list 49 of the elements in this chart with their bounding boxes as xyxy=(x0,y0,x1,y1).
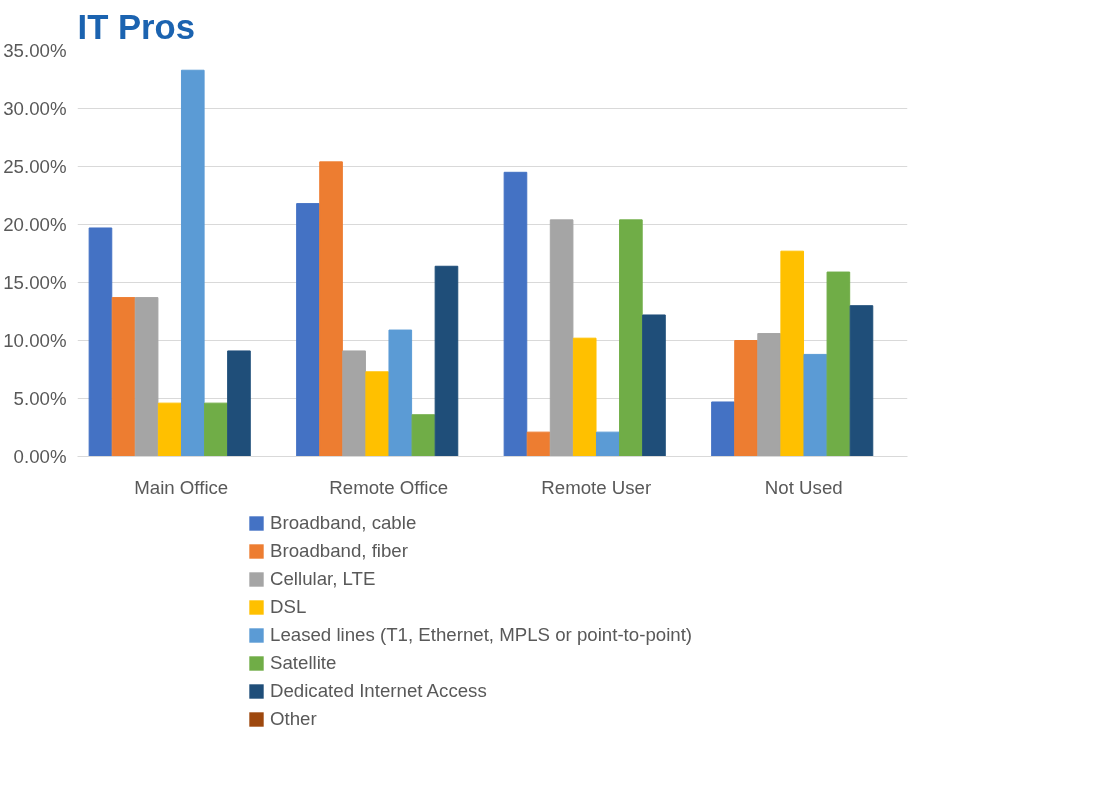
legend-label: Broadband, fiber xyxy=(270,540,408,562)
bar xyxy=(180,69,205,457)
y-tick-label: 25.00% xyxy=(3,156,67,177)
y-tick-label: 35.00% xyxy=(3,40,67,61)
legend-label: DSL xyxy=(270,596,307,618)
legend-label: Leased lines (T1, Ethernet, MPLS or point-to-point) xyxy=(270,624,693,646)
bar xyxy=(134,297,159,457)
bar xyxy=(526,431,551,457)
y-tick-label: 30.00% xyxy=(3,98,67,119)
bar xyxy=(595,431,620,457)
bar xyxy=(434,265,459,457)
bar xyxy=(549,219,574,457)
bar xyxy=(572,337,597,457)
bar xyxy=(227,350,251,457)
bar xyxy=(780,250,805,457)
x-tick-label: Remote Office xyxy=(329,476,449,498)
bar xyxy=(711,401,735,457)
y-tick-label: 10.00% xyxy=(3,330,67,351)
legend-label: Dedicated Internet Access xyxy=(270,680,487,702)
legend-label: Other xyxy=(270,708,317,730)
y-tick-label: 20.00% xyxy=(3,214,67,235)
bar xyxy=(619,219,643,457)
bar xyxy=(411,414,436,457)
legend-label: Cellular, LTE xyxy=(270,568,376,590)
bar xyxy=(157,402,182,457)
bar xyxy=(503,171,528,457)
x-tick-label: Not Used xyxy=(764,476,843,498)
legend-label: Broadband, cable xyxy=(270,512,417,534)
bar xyxy=(296,203,320,457)
y-tick-label: 5.00% xyxy=(13,388,67,409)
bar xyxy=(757,333,781,457)
y-tick-label: 0.00% xyxy=(13,446,67,467)
bar xyxy=(319,161,343,457)
bar xyxy=(342,350,366,457)
chart-title: IT Pros xyxy=(77,7,195,46)
legend-label: Satellite xyxy=(270,652,337,674)
bar xyxy=(111,297,136,457)
bar xyxy=(642,314,666,457)
bar xyxy=(849,305,874,457)
bar xyxy=(204,402,228,457)
bar xyxy=(88,227,113,457)
bar xyxy=(388,329,413,457)
x-tick-label: Main Office xyxy=(134,476,229,498)
bar xyxy=(826,271,851,457)
bar xyxy=(803,353,828,457)
bar xyxy=(365,371,390,457)
y-tick-label: 15.00% xyxy=(3,272,67,293)
bar xyxy=(734,340,758,457)
x-tick-label: Remote User xyxy=(541,476,652,498)
